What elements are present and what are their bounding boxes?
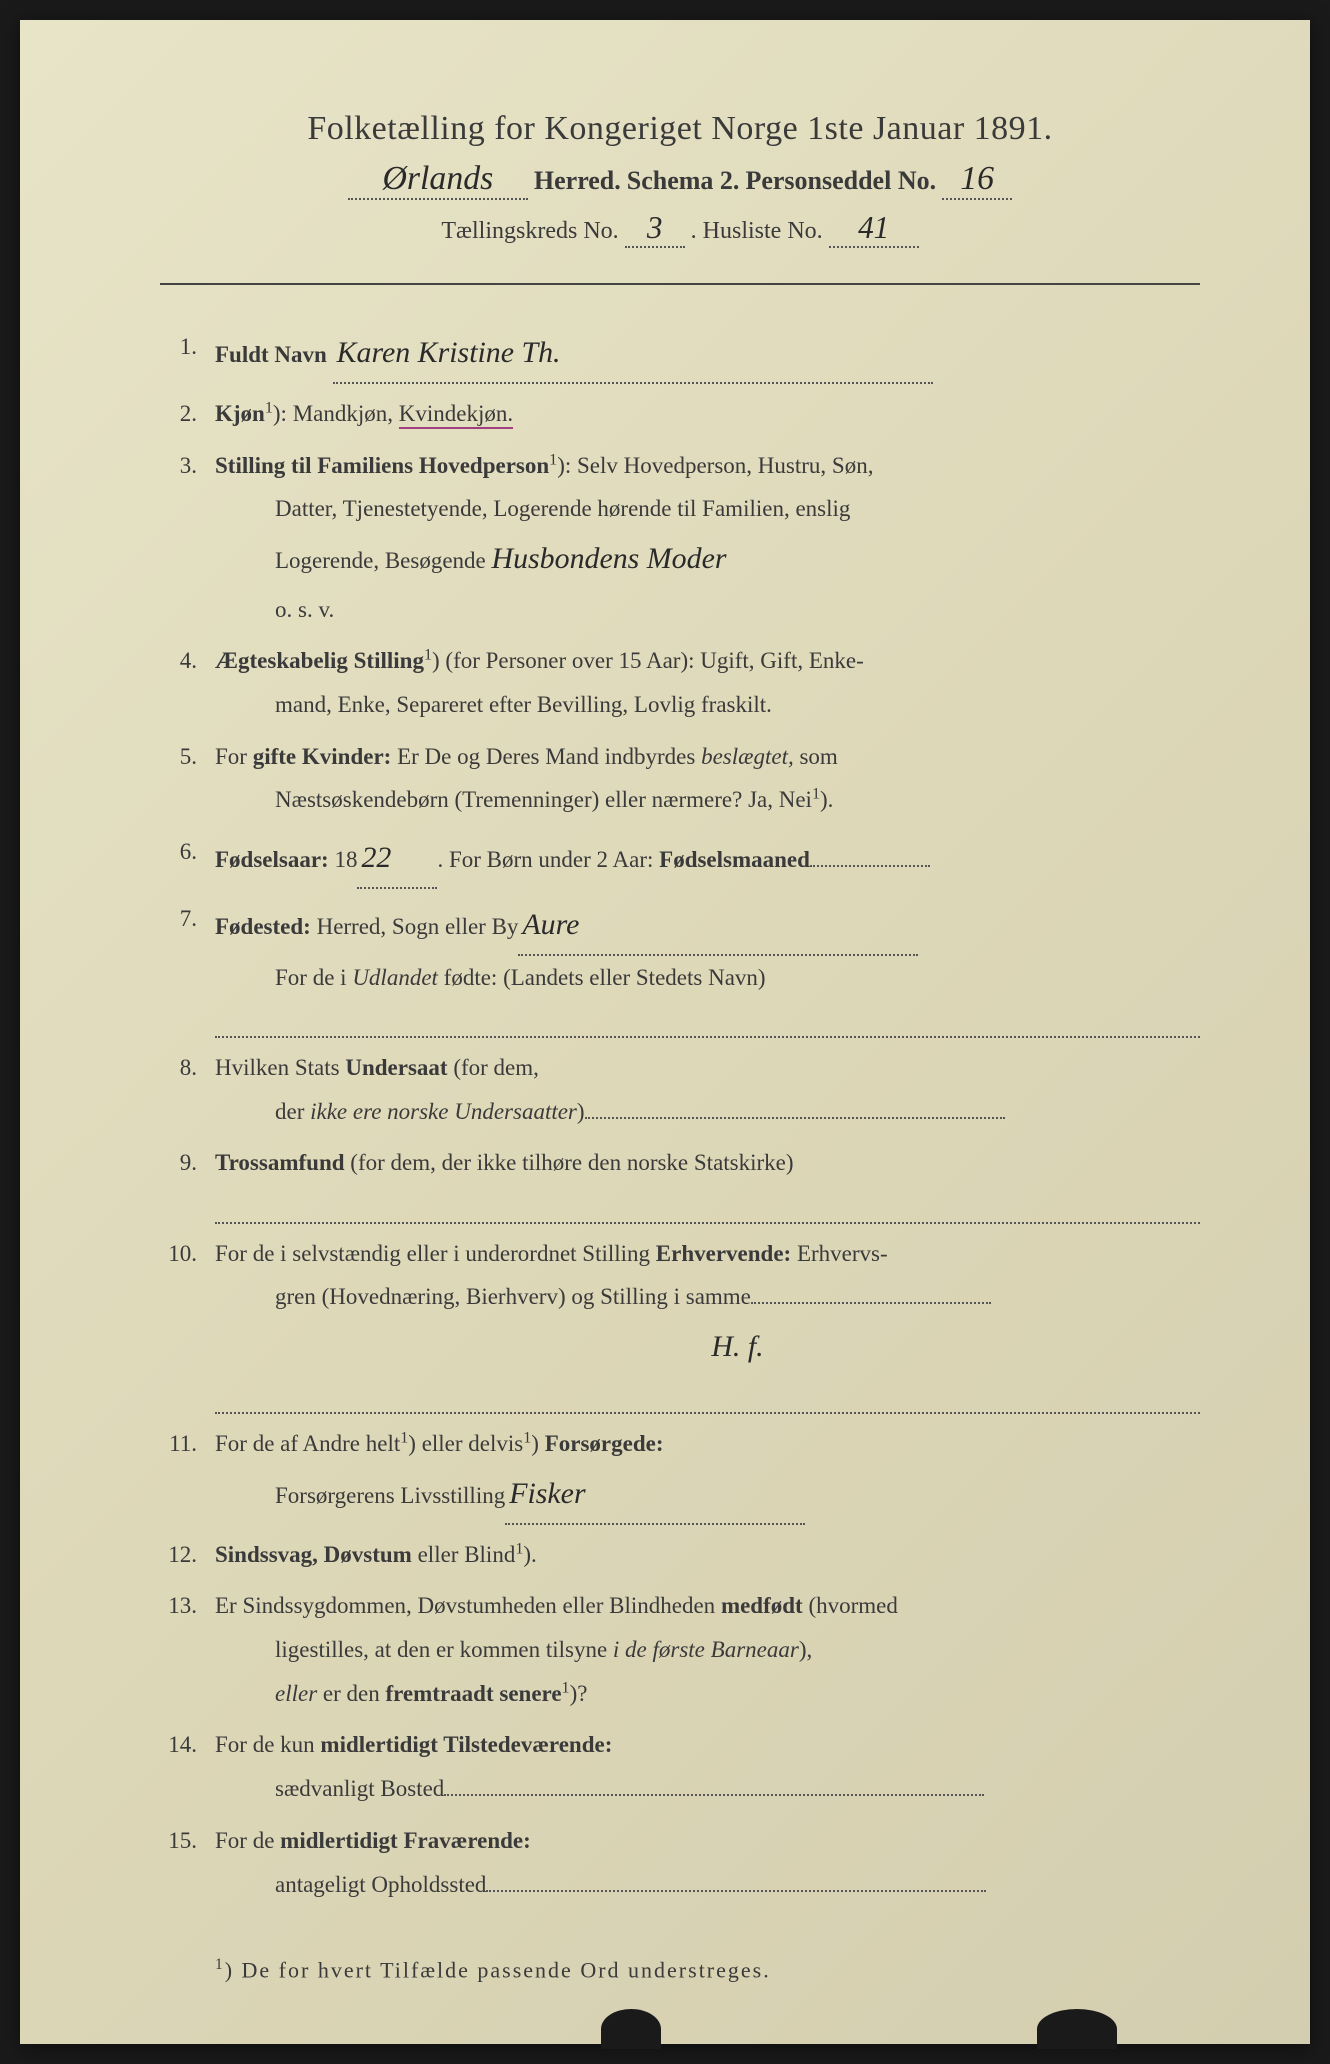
subtitle-row-2: Tællingskreds No. 3 . Husliste No. 41 (160, 210, 1200, 248)
item-10: 10. For de i selvstændig eller i underor… (160, 1232, 1200, 1415)
census-form-page: Folketælling for Kongeriget Norge 1ste J… (20, 20, 1310, 2044)
schema-label: Schema 2. (627, 166, 740, 196)
name-value: Karen Kristine Th. (333, 325, 933, 384)
birthplace-value: Aure (518, 897, 918, 956)
form-title: Folketælling for Kongeriget Norge 1ste J… (160, 110, 1200, 148)
item-13: 13. Er Sindssygdommen, Døvstumheden elle… (160, 1584, 1200, 1715)
item-14: 14. For de kun midlertidigt Tilstedevære… (160, 1723, 1200, 1810)
birth-year: 22 (357, 830, 437, 889)
item-4: 4. Ægteskabelig Stilling1) (for Personer… (160, 639, 1200, 726)
person-label: Personseddel No. (745, 166, 936, 196)
form-items: 1. Fuldt Navn Karen Kristine Th. 2. Kjøn… (160, 325, 1200, 1906)
relation-value: Husbondens Moder (492, 542, 727, 575)
gender-selected: Kvindekjøn. (399, 401, 513, 429)
person-value: 16 (942, 160, 1012, 200)
item-15: 15. For de midlertidigt Fraværende: anta… (160, 1819, 1200, 1906)
herred-label: Herred. (534, 166, 621, 196)
footnote: 1) De for hvert Tilfælde passende Ord un… (160, 1956, 1200, 1983)
husliste-value: 41 (829, 210, 919, 248)
item-3: 3. Stilling til Familiens Hovedperson1):… (160, 444, 1200, 632)
kreds-label: Tællingskreds No. (441, 218, 618, 245)
item-8: 8. Hvilken Stats Undersaat (for dem, der… (160, 1046, 1200, 1133)
item-6: 6. Fødselsaar: 1822. For Børn under 2 Aa… (160, 830, 1200, 889)
occupation-value: H. f. (711, 1330, 763, 1363)
provider-value: Fisker (505, 1466, 805, 1525)
page-damage (601, 2009, 661, 2049)
item-1: 1. Fuldt Navn Karen Kristine Th. (160, 325, 1200, 384)
husliste-label: Husliste No. (703, 218, 823, 245)
item-2: 2. Kjøn1): Mandkjøn, Kvindekjøn. (160, 392, 1200, 436)
form-header: Folketælling for Kongeriget Norge 1ste J… (160, 110, 1200, 248)
item-12: 12. Sindssvag, Døvstum eller Blind1). (160, 1533, 1200, 1577)
item-9: 9. Trossamfund (for dem, der ikke tilhør… (160, 1141, 1200, 1223)
page-damage (1037, 2009, 1117, 2049)
header-divider (160, 283, 1200, 285)
item-5: 5. For gifte Kvinder: Er De og Deres Man… (160, 735, 1200, 822)
herred-value: Ørlands (348, 160, 528, 200)
item-7: 7. Fødested: Herred, Sogn eller ByAure F… (160, 897, 1200, 1038)
kreds-value: 3 (625, 210, 685, 248)
item-11: 11. For de af Andre helt1) eller delvis1… (160, 1422, 1200, 1525)
subtitle-row-1: Ørlands Herred. Schema 2. Personseddel N… (160, 160, 1200, 200)
